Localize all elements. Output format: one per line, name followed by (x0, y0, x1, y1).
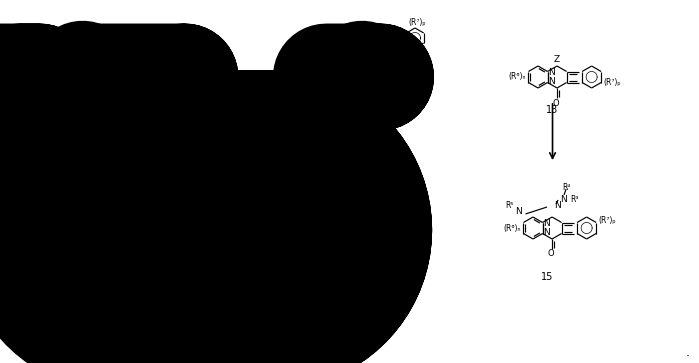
Text: O: O (163, 98, 169, 107)
Text: (R⁶)ₙ: (R⁶)ₙ (503, 224, 521, 232)
Text: 12: 12 (294, 105, 305, 115)
Text: (R⁷)ₚ: (R⁷)ₚ (598, 216, 616, 225)
Text: N: N (201, 230, 208, 239)
Text: 14: 14 (194, 274, 206, 284)
Text: OEt: OEt (223, 253, 237, 262)
Text: (R³)ₘ: (R³)ₘ (227, 196, 246, 205)
Text: (R⁶)ₙ: (R⁶)ₙ (508, 73, 526, 82)
Text: R⁵: R⁵ (194, 195, 203, 204)
Text: OH: OH (159, 56, 173, 65)
Text: N: N (554, 200, 561, 209)
Text: M: M (380, 224, 387, 232)
Text: O: O (548, 249, 554, 258)
Text: 15: 15 (541, 272, 554, 282)
Text: N: N (549, 68, 555, 77)
Text: N: N (514, 208, 521, 216)
Text: N: N (201, 221, 208, 230)
Text: (R⁶)ₙ: (R⁶)ₙ (160, 225, 178, 234)
Text: M is a metal: M is a metal (50, 340, 117, 350)
Text: N: N (301, 77, 308, 86)
Text: N: N (206, 204, 212, 213)
Text: .: . (686, 347, 690, 359)
Text: OEt: OEt (180, 101, 194, 110)
Text: N: N (157, 68, 164, 77)
Text: 13: 13 (547, 105, 559, 115)
Text: O: O (305, 98, 312, 107)
Text: O: O (553, 98, 559, 107)
Text: N: N (214, 199, 220, 208)
Text: N: N (544, 228, 550, 237)
Text: M: M (394, 41, 402, 50)
Text: (R⁷)ₚ: (R⁷)ₚ (603, 78, 621, 87)
Text: (R⁷)ₚ: (R⁷)ₚ (408, 19, 426, 28)
Text: (R⁶)ₙ: (R⁶)ₙ (260, 73, 278, 82)
Text: 5: 5 (10, 72, 17, 82)
Text: N: N (549, 77, 555, 86)
Text: R⁴: R⁴ (216, 182, 224, 191)
Text: (R⁶)ₙ: (R⁶)ₙ (117, 73, 134, 82)
Text: R⁴: R⁴ (562, 183, 570, 192)
Text: N: N (560, 195, 567, 204)
Text: 11: 11 (150, 105, 163, 115)
Text: N: N (544, 219, 550, 228)
Text: N: N (301, 68, 308, 77)
Text: R⁵: R⁵ (505, 200, 514, 209)
Text: R³: R³ (570, 196, 579, 204)
Text: O: O (206, 252, 212, 261)
Text: OEt: OEt (323, 101, 337, 110)
Text: Z: Z (554, 56, 560, 65)
Text: (R₇)ₚ: (R₇)ₚ (393, 200, 411, 209)
Text: N: N (157, 77, 164, 86)
Text: Z: Z (306, 56, 312, 65)
